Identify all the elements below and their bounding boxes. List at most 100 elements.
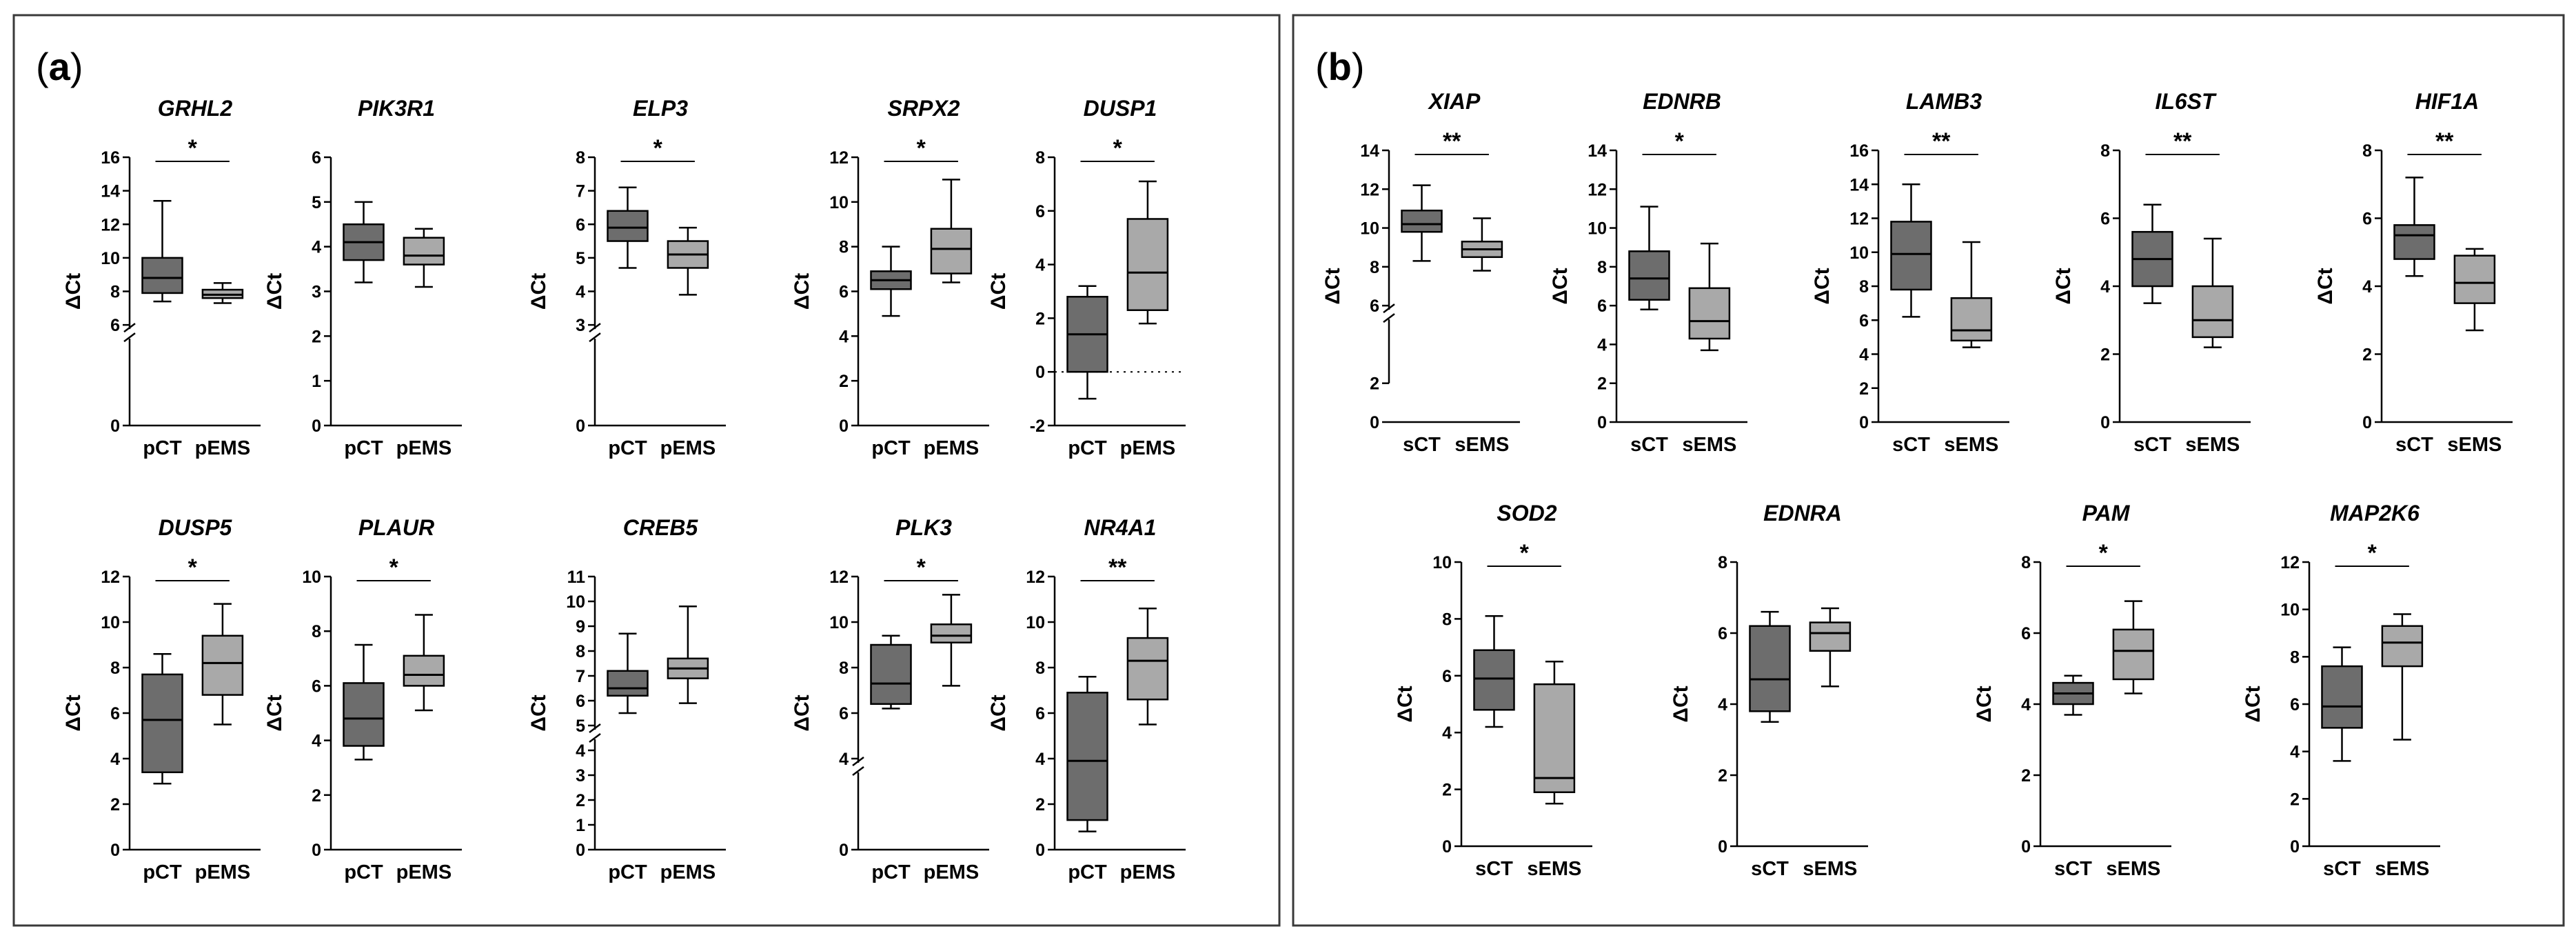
x-tick-label: pEMS: [195, 861, 251, 883]
chart-title: SOD2: [1497, 501, 1556, 526]
y-tick-label: 16: [101, 148, 120, 168]
box-pct: [870, 246, 912, 317]
y-tick-label: 12: [2280, 553, 2300, 572]
chart-sod2: SOD2 0 2 4 6 8 10 ΔCt sCT sEMS *: [1394, 501, 1592, 880]
box-iqr: [1126, 637, 1169, 701]
significance-label: *: [2368, 540, 2377, 566]
y-tick-label: 2: [1597, 374, 1607, 394]
y-tick-label: 8: [312, 622, 321, 641]
axis-break-mark: [123, 323, 136, 333]
y-tick-label: 0: [1370, 413, 1379, 432]
box-iqr: [607, 670, 649, 697]
y-tick-label: 12: [1588, 180, 1607, 199]
box-pems: [201, 603, 244, 726]
chart-ednrb: EDNRB 0 2 4 6 8 10 12 14 ΔCt sCT sEMS *: [1549, 89, 1747, 456]
significance-label: *: [917, 554, 926, 581]
y-axis-label: ΔCt: [987, 273, 1010, 310]
y-tick-label: 10: [566, 592, 585, 612]
box-iqr: [2321, 665, 2363, 729]
y-axis-label: ΔCt: [527, 273, 550, 310]
significance-label: **: [2435, 128, 2454, 154]
box-pct: [141, 652, 183, 785]
chart-title: PIK3R1: [358, 96, 435, 121]
x-tick-label: sEMS: [1527, 858, 1581, 880]
y-tick-label: 8: [110, 659, 120, 678]
y-tick-label: 6: [1442, 667, 1452, 686]
box-iqr: [201, 634, 244, 696]
y-tick-label: 0: [1442, 837, 1452, 857]
box-sems: [2381, 613, 2424, 741]
y-tick-label: 6: [1035, 202, 1045, 221]
chart-title: LAMB3: [1906, 89, 1982, 114]
box-iqr: [2453, 254, 2496, 304]
x-tick-label: pEMS: [396, 861, 452, 883]
chart-title: GRHL2: [158, 96, 233, 121]
box-pct: [870, 634, 912, 710]
y-tick-label: 5: [312, 193, 321, 212]
y-tick-label: 2: [1442, 781, 1452, 800]
axis-break-mark: [1383, 303, 1395, 314]
y-tick-label: 14: [1588, 141, 1607, 161]
box-sct: [1401, 184, 1443, 262]
x-tick-label: pEMS: [660, 861, 716, 883]
x-tick-label: sCT: [1403, 434, 1441, 456]
box-iqr: [1126, 218, 1169, 311]
y-axis-label: ΔCt: [2052, 268, 2075, 304]
y-tick-label: 7: [576, 667, 585, 686]
panel-b-label: (b): [1315, 45, 1365, 88]
y-tick-label: 2: [312, 327, 321, 346]
chart-pam: PAM 0 2 4 6 8 ΔCt sCT sEMS *: [1973, 501, 2171, 880]
box-sems: [1533, 660, 1576, 805]
y-tick-label: 10: [101, 613, 120, 632]
y-tick-label: 12: [829, 568, 849, 587]
y-tick-label: 8: [1035, 148, 1045, 168]
y-tick-label: 3: [576, 316, 585, 335]
y-tick-label: 8: [576, 148, 585, 168]
y-tick-label: 6: [1597, 297, 1607, 316]
box-sems: [1950, 241, 1993, 348]
axis-break-mark: [589, 323, 601, 333]
x-tick-label: pCT: [608, 861, 647, 883]
y-tick-label: 8: [2100, 141, 2110, 161]
chart-dusp5: DUSP5 0 2 4 6 8 10 12 ΔCt pCT pEMS *: [62, 515, 261, 883]
y-tick-label: 4: [1718, 695, 1727, 714]
box-pems: [1126, 180, 1169, 325]
y-tick-label: 2: [1035, 309, 1045, 328]
y-tick-label: 2: [312, 786, 321, 806]
y-axis-label: ΔCt: [1549, 268, 1572, 304]
y-tick-label: 6: [576, 692, 585, 711]
y-tick-label: 6: [1718, 624, 1727, 643]
box-pct: [343, 201, 385, 283]
box-iqr: [343, 682, 385, 747]
axis-break-mark: [589, 723, 601, 733]
y-tick-label: 10: [1026, 613, 1045, 632]
x-tick-label: sCT: [2395, 434, 2433, 456]
chart-plaur: PLAUR 0 2 4 6 8 10 ΔCt pCT pEMS *: [263, 515, 462, 883]
x-tick-label: sEMS: [2185, 434, 2240, 456]
y-tick-label: 12: [1849, 210, 1869, 229]
y-tick-label: 5: [576, 717, 585, 736]
chart-nr4a1: NR4A1 0 2 4 6 8 10 12 ΔCt pCT pEMS **: [987, 515, 1186, 883]
chart-il6st: IL6ST 0 2 4 6 8 ΔCt sCT sEMS **: [2052, 89, 2251, 456]
y-tick-label: 2: [576, 791, 585, 810]
chart-map2k6: MAP2K6 0 2 4 6 8 10 12 ΔCt sCT sEMS *: [2242, 501, 2440, 880]
box-sct: [2393, 177, 2435, 277]
y-tick-label: 10: [829, 613, 849, 632]
y-tick-label: 6: [839, 283, 849, 302]
chart-srpx2: SRPX2 0 2 4 6 8 10 12 ΔCt pCT pEMS *: [791, 96, 989, 459]
chart-elp3: ELP3 0 3 4 5 6 7 8 ΔCt pCT pEMS *: [527, 96, 726, 459]
y-tick-label: 4: [1035, 256, 1045, 275]
y-tick-label: 8: [1718, 553, 1727, 572]
x-tick-label: sCT: [2133, 434, 2171, 456]
y-tick-label: 4: [2100, 277, 2110, 297]
box-sct: [1628, 206, 1670, 311]
box-iqr: [1749, 625, 1791, 712]
y-tick-label: -2: [1030, 417, 1045, 436]
box-iqr: [403, 237, 445, 266]
y-tick-label: 1: [576, 816, 585, 835]
axis-break-mark: [852, 766, 864, 776]
y-tick-label: 10: [101, 249, 120, 268]
y-axis-label: ΔCt: [1670, 686, 1692, 722]
significance-label: *: [1520, 540, 1530, 566]
